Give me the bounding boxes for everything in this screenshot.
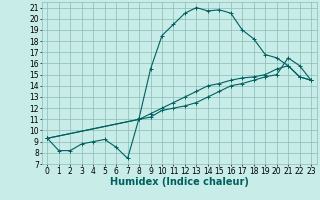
X-axis label: Humidex (Indice chaleur): Humidex (Indice chaleur) bbox=[110, 177, 249, 187]
